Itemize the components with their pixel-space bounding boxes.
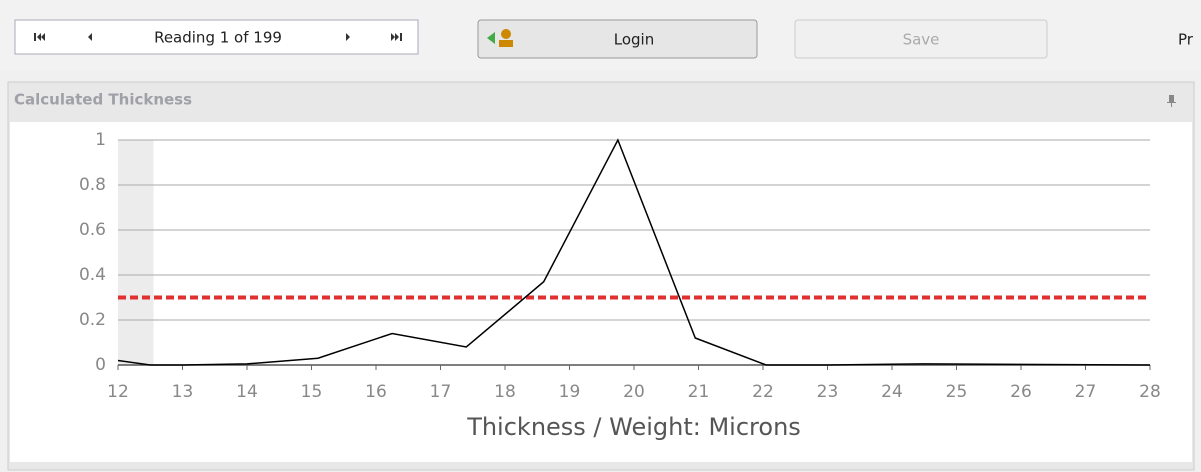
x-tick-label: 13 [172, 382, 194, 402]
cut-off-label: Pr [1178, 31, 1194, 49]
login-button[interactable] [477, 19, 758, 59]
x-tick-label: 28 [1139, 382, 1161, 402]
y-tick-label: 0.6 [79, 220, 106, 240]
x-tick-label: 15 [301, 382, 323, 402]
save-button[interactable] [794, 19, 1048, 59]
nav-label: Reading 1 of 199 [154, 29, 282, 47]
nav-prev[interactable] [88, 33, 92, 41]
y-tick-label: 0.2 [79, 310, 106, 330]
x-tick-label: 26 [1010, 382, 1032, 402]
x-tick-label: 20 [623, 382, 645, 402]
highlight-band [118, 140, 154, 365]
login-label: Login [614, 31, 654, 49]
x-tick-label: 24 [881, 382, 903, 402]
x-tick-label: 18 [494, 382, 516, 402]
navigator [14, 19, 419, 55]
y-tick-label: 0 [95, 355, 106, 375]
x-tick-label: 27 [1075, 382, 1097, 402]
x-axis-title: Thickness / Weight: Microns [466, 413, 801, 441]
save-label: Save [903, 31, 940, 49]
panel-title: Calculated Thickness [14, 91, 192, 109]
chart-area [10, 122, 1192, 462]
y-tick-label: 1 [95, 130, 106, 150]
nav-first[interactable] [34, 33, 45, 41]
x-tick-label: 23 [817, 382, 839, 402]
login-icon [487, 29, 513, 47]
nav-next[interactable] [346, 33, 350, 41]
x-tick-label: 22 [752, 382, 774, 402]
pin-icon[interactable] [1167, 95, 1176, 107]
x-tick-label: 12 [107, 382, 129, 402]
data-line [117, 138, 1151, 366]
x-tick-label: 17 [430, 382, 452, 402]
x-tick-label: 14 [236, 382, 258, 402]
x-tick-label: 19 [559, 382, 581, 402]
y-tick-label: 0.8 [79, 175, 106, 195]
x-tick-label: 25 [946, 382, 968, 402]
y-tick-label: 0.4 [79, 265, 106, 285]
x-tick-label: 16 [365, 382, 387, 402]
nav-last[interactable] [391, 33, 402, 41]
x-tick-label: 21 [688, 382, 710, 402]
